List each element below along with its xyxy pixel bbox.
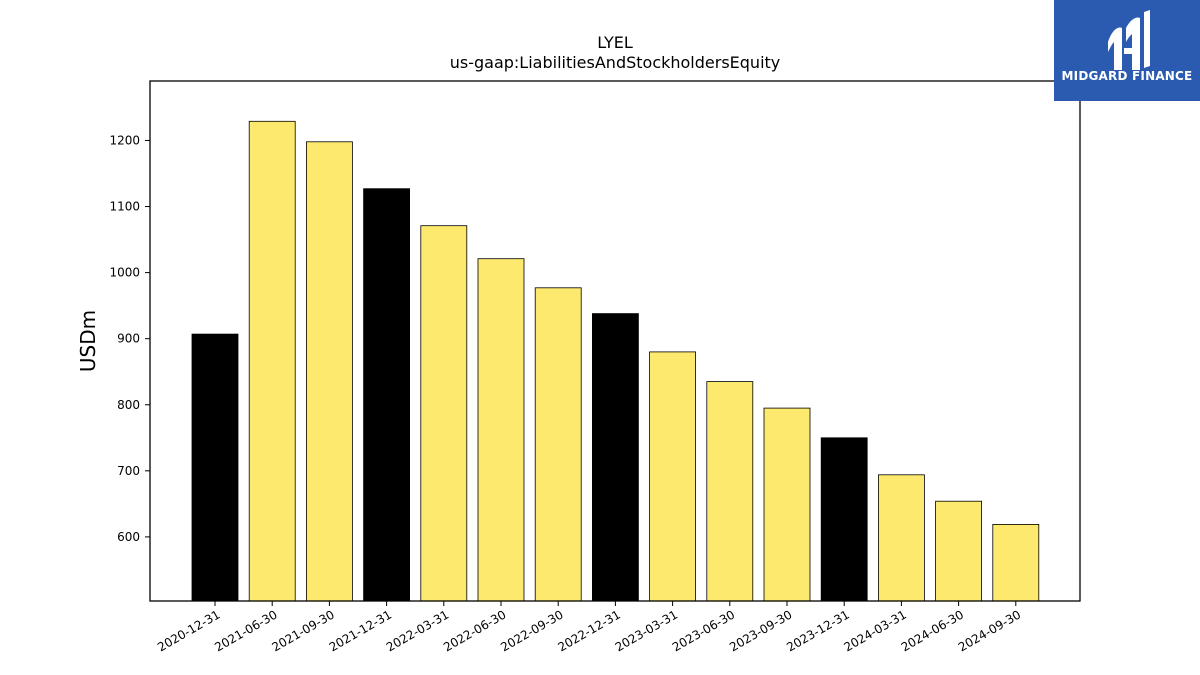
x-tick-label-2024-03-31: 2024-03-31	[841, 607, 908, 654]
bar-2020-12-31	[191, 333, 239, 602]
y-axis-label: USDm	[76, 310, 100, 372]
bar-2023-03-31	[649, 351, 696, 602]
bar-2023-06-30	[706, 381, 754, 602]
x-tick-label-2023-09-30: 2023-09-30	[727, 607, 794, 654]
x-tick-label-2020-12-31: 2020-12-31	[155, 607, 222, 654]
midgard-logo-icon	[1108, 10, 1150, 70]
bar-2022-12-31	[592, 313, 639, 602]
bar-2023-12-31	[820, 437, 868, 602]
x-tick-label-2021-06-30: 2021-06-30	[212, 607, 279, 654]
y-tick-label-900: 900	[117, 332, 140, 346]
bar-2022-03-31	[420, 225, 468, 602]
x-tick-label-2024-09-30: 2024-09-30	[956, 607, 1023, 654]
bar-2024-03-31	[878, 474, 925, 602]
x-tick-label-2024-06-30: 2024-06-30	[899, 607, 966, 654]
bar-2021-09-30	[305, 141, 353, 602]
chart-subtitle: us-gaap:LiabilitiesAndStockholdersEquity	[449, 53, 781, 72]
bar-2023-09-30	[763, 407, 811, 602]
y-tick-label-800: 800	[117, 398, 140, 412]
y-tick-label-600: 600	[117, 530, 140, 544]
x-tick-label-2021-12-31: 2021-12-31	[327, 607, 394, 654]
x-tick-label-2022-03-31: 2022-03-31	[384, 607, 451, 654]
bar-2024-09-30	[992, 524, 1040, 602]
y-tick-label-1000: 1000	[109, 266, 140, 280]
x-tick-label-2022-12-31: 2022-12-31	[555, 607, 622, 654]
x-tick-label-2023-03-31: 2023-03-31	[613, 607, 680, 654]
x-tick-label-2022-06-30: 2022-06-30	[441, 607, 508, 654]
x-tick-label-2023-12-31: 2023-12-31	[784, 607, 851, 654]
bar-2021-06-30	[248, 120, 296, 602]
bar-2022-06-30	[477, 258, 525, 602]
bar-2024-06-30	[935, 500, 982, 602]
y-tick-label-700: 700	[117, 464, 140, 478]
bar-2021-12-31	[363, 188, 411, 602]
bar-2022-09-30	[534, 287, 582, 602]
chart-title: LYEL	[597, 33, 633, 52]
x-tick-label-2022-09-30: 2022-09-30	[498, 607, 565, 654]
y-tick-label-1100: 1100	[109, 200, 140, 214]
midgard-finance-logo: MIDGARD FINANCE	[1054, 0, 1200, 101]
x-tick-label-2023-06-30: 2023-06-30	[670, 607, 737, 654]
x-tick-label-2021-09-30: 2021-09-30	[269, 607, 336, 654]
y-tick-label-1200: 1200	[109, 133, 140, 147]
logo-text: MIDGARD FINANCE	[1061, 69, 1193, 83]
